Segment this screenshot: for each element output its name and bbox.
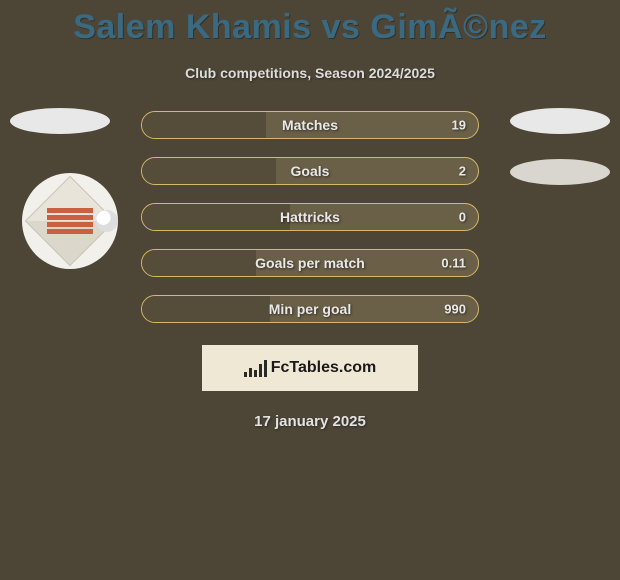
player-right-placeholder-2 — [510, 159, 610, 185]
stat-value: 0 — [459, 210, 466, 225]
stat-row: Goals per match 0.11 — [141, 249, 479, 277]
stat-fill — [142, 250, 256, 276]
player-right-placeholder-1 — [510, 108, 610, 134]
stat-row: Goals 2 — [141, 157, 479, 185]
stat-value: 990 — [444, 302, 466, 317]
stat-fill — [142, 158, 276, 184]
stat-rows: Matches 19 Goals 2 Hattricks 0 Goals per… — [141, 111, 479, 323]
stat-value: 19 — [452, 118, 466, 133]
comparison-panel: Matches 19 Goals 2 Hattricks 0 Goals per… — [0, 111, 620, 430]
stat-value: 2 — [459, 164, 466, 179]
date-label: 17 january 2025 — [0, 413, 620, 430]
player-left-placeholder — [10, 108, 110, 134]
soccer-ball-icon — [96, 210, 118, 232]
brand-box[interactable]: FcTables.com — [202, 345, 418, 391]
page-title: Salem Khamis vs GimÃ©nez — [0, 0, 620, 47]
club-badge — [22, 173, 118, 269]
stat-label: Goals per match — [255, 255, 365, 271]
stat-fill — [142, 204, 290, 230]
stat-fill — [142, 296, 270, 322]
stat-row: Matches 19 — [141, 111, 479, 139]
stat-value: 0.11 — [441, 256, 466, 271]
stat-label: Hattricks — [280, 209, 340, 225]
stat-label: Matches — [282, 117, 338, 133]
stat-fill — [142, 112, 266, 138]
stat-row: Min per goal 990 — [141, 295, 479, 323]
stat-row: Hattricks 0 — [141, 203, 479, 231]
subtitle: Club competitions, Season 2024/2025 — [0, 65, 620, 81]
bar-chart-icon — [244, 359, 267, 377]
stat-label: Min per goal — [269, 301, 351, 317]
brand-label: FcTables.com — [271, 359, 377, 377]
stat-label: Goals — [291, 163, 330, 179]
